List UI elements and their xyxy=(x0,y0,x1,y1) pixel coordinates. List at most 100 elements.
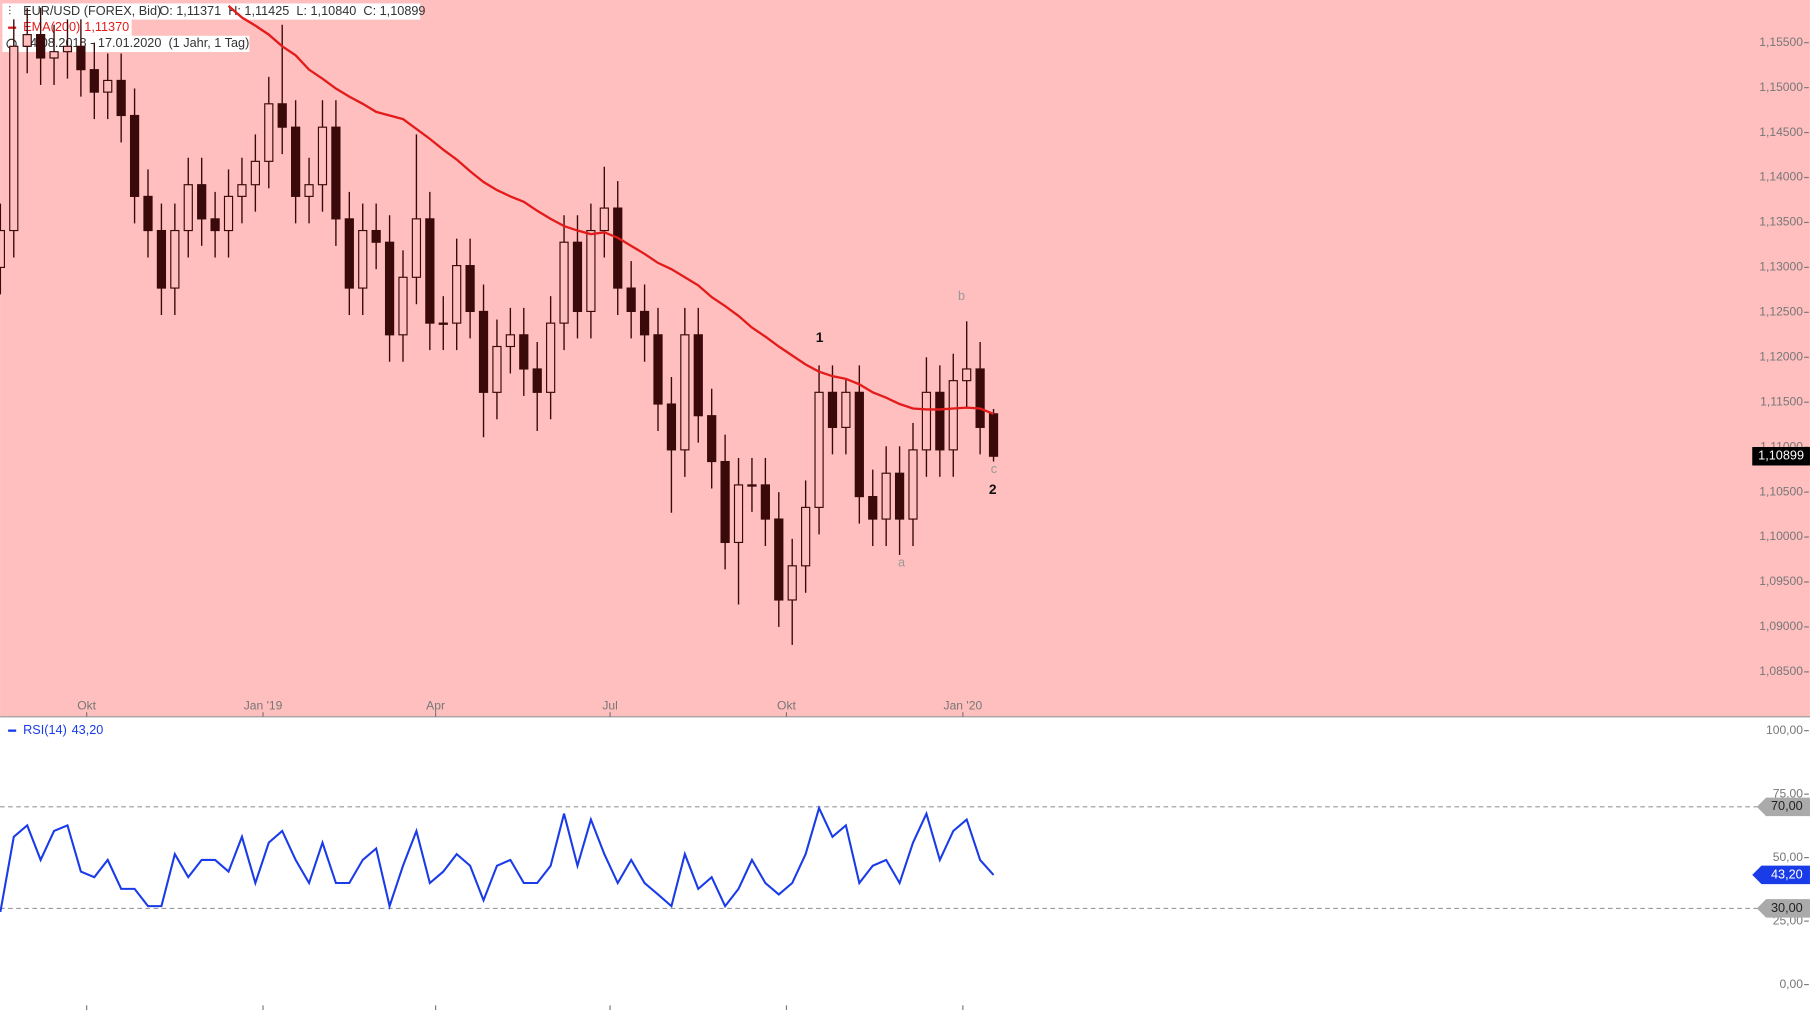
candle-body xyxy=(317,126,328,186)
candle-body xyxy=(170,229,180,289)
candle-body xyxy=(760,484,770,520)
wave-label: 2 xyxy=(989,481,997,497)
candle-body xyxy=(935,391,945,451)
candle-body xyxy=(478,310,489,393)
candle-body xyxy=(546,322,556,393)
ema-legend-value: 1,11370 xyxy=(84,20,129,34)
candle-body xyxy=(384,241,395,336)
y-tick-label: 1,13500 xyxy=(1759,215,1803,229)
candle-body xyxy=(116,79,126,117)
wave-label: a xyxy=(898,556,906,570)
y-tick-label: 1,15500 xyxy=(1759,35,1803,49)
candle-body xyxy=(505,334,515,348)
candle-body xyxy=(894,472,905,520)
y-tick-label: 1,13000 xyxy=(1759,260,1803,274)
ema-legend: EMA(200) xyxy=(23,20,80,34)
candle-body xyxy=(129,114,140,197)
candle-body xyxy=(237,184,247,197)
candle-body xyxy=(210,218,220,232)
candle-body xyxy=(492,345,502,393)
candle-body xyxy=(948,380,958,451)
last-price-label: 1,10899 xyxy=(1758,449,1804,463)
candle-body xyxy=(827,391,838,428)
x-tick-label: Jan '19 xyxy=(244,699,283,713)
candle-body xyxy=(801,506,811,567)
x-tick-label: Okt xyxy=(777,699,796,713)
candle-body xyxy=(639,310,650,336)
rsi-legend: RSI(14) xyxy=(23,723,67,737)
ohlc-label: O: 1,11371 H: 1,11425 L: 1,10840 C: 1,10… xyxy=(159,4,425,18)
candle-body xyxy=(197,184,207,220)
candle-body xyxy=(36,34,46,59)
candle-body xyxy=(774,518,784,601)
candle-body xyxy=(277,103,287,128)
y-tick-label: 1,09500 xyxy=(1759,574,1803,588)
y-tick-label: 1,15000 xyxy=(1759,80,1803,94)
y-tick-label: 100,00 xyxy=(1766,723,1803,737)
y-tick-label: 50,00 xyxy=(1773,850,1804,864)
candle-body xyxy=(344,218,354,289)
wave-label: c xyxy=(991,462,998,476)
candle-body xyxy=(156,229,167,289)
y-tick-label: 0,00 xyxy=(1779,977,1803,991)
y-tick-label: 1,11500 xyxy=(1760,394,1803,408)
candle-body xyxy=(519,334,529,370)
candle-body xyxy=(425,218,435,324)
candle-body xyxy=(921,391,932,451)
x-tick-label: Okt xyxy=(77,699,96,713)
candle-body xyxy=(586,229,596,313)
x-tick-label: Jan '20 xyxy=(944,699,983,713)
candle-body xyxy=(868,496,878,520)
candle-body xyxy=(841,391,851,428)
candle-body xyxy=(532,368,542,393)
candle-body xyxy=(653,334,663,405)
ema-line xyxy=(227,4,994,415)
candle-body xyxy=(143,195,153,232)
candle-body xyxy=(331,126,341,220)
rsi-tag xyxy=(1752,865,1810,885)
header-box xyxy=(2,3,421,20)
candle-body xyxy=(304,184,314,197)
candle-body xyxy=(693,334,703,417)
wave-label: 1 xyxy=(816,329,824,345)
candle-body xyxy=(0,229,5,268)
candle-body xyxy=(962,368,972,382)
candle-body xyxy=(291,126,301,197)
candle-body xyxy=(975,368,985,428)
candle-body xyxy=(398,276,408,336)
reference-tag xyxy=(1756,899,1810,918)
y-tick-label: 1,10500 xyxy=(1759,484,1803,498)
candle-body xyxy=(49,51,59,59)
candle-body xyxy=(747,484,757,487)
rsi-line xyxy=(0,805,995,913)
y-tick-label: 1,08500 xyxy=(1759,664,1803,678)
candle-body xyxy=(666,403,677,451)
candle-body xyxy=(183,184,193,232)
candle-body xyxy=(89,69,99,93)
candle-body xyxy=(854,391,864,498)
candle-body xyxy=(22,34,32,47)
x-tick-label: Jul xyxy=(602,699,617,713)
y-tick-label: 1,09000 xyxy=(1759,619,1803,633)
candle-body xyxy=(103,79,113,93)
candle-body xyxy=(720,460,730,544)
candle-body xyxy=(559,241,569,324)
reference-label: 70,00 xyxy=(1771,799,1803,813)
candle-body xyxy=(76,45,86,71)
candle-body xyxy=(626,287,636,313)
candle-body xyxy=(680,334,690,451)
y-tick-label: 1,10000 xyxy=(1759,529,1803,543)
candle-body xyxy=(814,391,824,508)
candle-body xyxy=(452,265,462,324)
x-tick-label: Apr xyxy=(426,699,445,713)
candle-body xyxy=(250,160,260,186)
y-tick-label: 75,00 xyxy=(1773,786,1804,800)
candle-body xyxy=(411,218,422,278)
last-price-tag xyxy=(1752,447,1810,466)
price-panel xyxy=(0,0,1810,717)
rsi-tag-label: 43,20 xyxy=(1771,867,1803,881)
candle-body xyxy=(707,415,717,463)
y-tick-label: 1,14000 xyxy=(1759,170,1803,184)
candle-body xyxy=(988,413,999,457)
wave-label: b xyxy=(958,289,965,303)
